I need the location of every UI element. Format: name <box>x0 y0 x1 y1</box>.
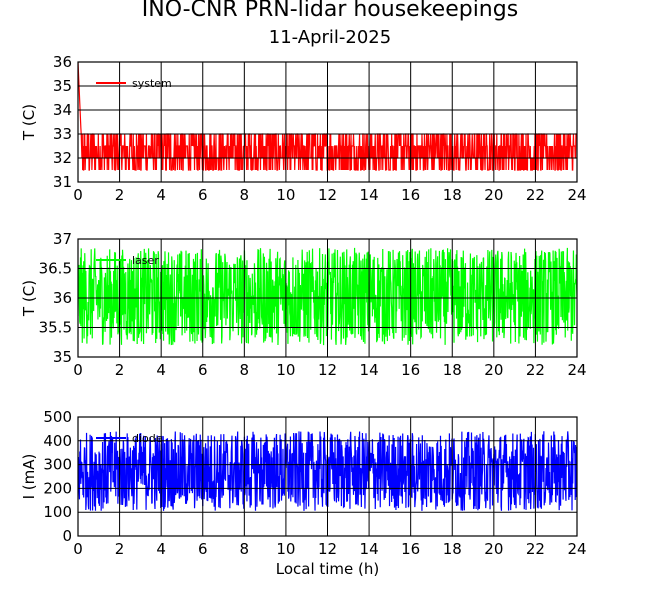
x-tick-label: 0 <box>73 186 83 204</box>
x-tick-label: 20 <box>484 361 503 379</box>
x-tick-label: 4 <box>156 361 166 379</box>
x-tick-label: 18 <box>443 186 462 204</box>
chart-subtitle: 11-April-2025 <box>268 27 392 48</box>
y-tick-label: 100 <box>43 503 72 521</box>
x-tick-label: 4 <box>156 540 166 558</box>
y-axis-label: T (C) <box>20 104 38 141</box>
x-tick-label: 6 <box>198 186 208 204</box>
y-tick-label: 35.5 <box>39 319 72 337</box>
x-tick-label: 4 <box>156 186 166 204</box>
y-tick-label: 36 <box>53 53 72 71</box>
x-tick-label: 2 <box>115 186 125 204</box>
legend-label: diode <box>132 432 163 445</box>
y-tick-label: 32 <box>53 149 72 167</box>
x-tick-label: 24 <box>567 361 586 379</box>
x-tick-label: 12 <box>318 186 337 204</box>
x-tick-label: 2 <box>115 361 125 379</box>
y-tick-label: 35 <box>53 77 72 95</box>
y-tick-label: 33 <box>53 125 72 143</box>
x-tick-label: 14 <box>360 540 379 558</box>
legend-label: laser <box>132 254 159 267</box>
x-tick-label: 8 <box>240 186 250 204</box>
legend-label: system <box>132 77 172 90</box>
x-tick-label: 8 <box>240 540 250 558</box>
x-tick-label: 18 <box>443 540 462 558</box>
x-tick-label: 2 <box>115 540 125 558</box>
y-tick-label: 36.5 <box>39 260 72 278</box>
x-tick-label: 20 <box>484 540 503 558</box>
plot-frame <box>77 238 578 358</box>
x-tick-label: 16 <box>401 540 420 558</box>
x-tick-label: 16 <box>401 186 420 204</box>
plot-frame <box>77 61 578 183</box>
y-tick-label: 0 <box>62 527 72 545</box>
x-tick-label: 10 <box>276 540 295 558</box>
y-tick-label: 400 <box>43 432 72 450</box>
x-tick-label: 22 <box>526 540 545 558</box>
chart-title: INO-CNR PRN-lidar housekeepings <box>141 0 519 22</box>
y-axis-label: I (mA) <box>20 454 38 500</box>
y-tick-label: 31 <box>53 173 72 191</box>
y-tick-label: 200 <box>43 479 72 497</box>
x-axis-label: Local time (h) <box>276 560 380 578</box>
y-tick-label: 34 <box>53 101 72 119</box>
x-tick-label: 6 <box>198 361 208 379</box>
x-tick-label: 12 <box>318 540 337 558</box>
x-tick-label: 20 <box>484 186 503 204</box>
x-tick-label: 12 <box>318 361 337 379</box>
x-tick-label: 22 <box>526 361 545 379</box>
plot-frame <box>77 416 578 537</box>
x-tick-label: 22 <box>526 186 545 204</box>
x-tick-label: 10 <box>276 186 295 204</box>
x-tick-label: 24 <box>567 186 586 204</box>
y-tick-label: 37 <box>53 230 72 248</box>
y-tick-label: 35 <box>53 348 72 366</box>
x-tick-label: 18 <box>443 361 462 379</box>
x-tick-label: 16 <box>401 361 420 379</box>
x-tick-label: 14 <box>360 361 379 379</box>
x-tick-label: 10 <box>276 361 295 379</box>
x-tick-label: 6 <box>198 540 208 558</box>
y-tick-label: 500 <box>43 408 72 426</box>
y-axis-label: T (C) <box>20 280 38 317</box>
x-tick-label: 14 <box>360 186 379 204</box>
x-tick-label: 8 <box>240 361 250 379</box>
y-tick-label: 300 <box>43 456 72 474</box>
y-tick-label: 36 <box>53 289 72 307</box>
x-tick-label: 0 <box>73 540 83 558</box>
x-tick-label: 24 <box>567 540 586 558</box>
x-tick-label: 0 <box>73 361 83 379</box>
